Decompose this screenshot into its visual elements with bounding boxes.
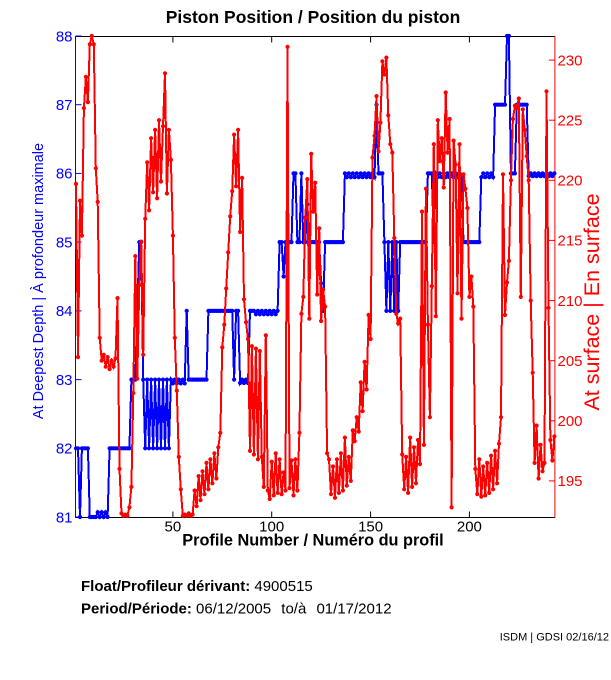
svg-text:Period/Période: 06/12/2005 t: Period/Période: 06/12/2005 to/à 01/17/20… bbox=[81, 601, 392, 618]
svg-text:82: 82 bbox=[56, 441, 73, 458]
svg-text:84: 84 bbox=[56, 303, 73, 320]
svg-text:100: 100 bbox=[259, 519, 284, 536]
svg-text:230: 230 bbox=[558, 52, 583, 69]
svg-text:87: 87 bbox=[56, 97, 73, 114]
svg-text:50: 50 bbox=[165, 519, 182, 536]
svg-text:At surface | En surface: At surface | En surface bbox=[580, 193, 604, 410]
svg-text:200: 200 bbox=[457, 519, 482, 536]
svg-text:At Deepest Depth | À profondeu: At Deepest Depth | À profondeur maximale bbox=[30, 143, 47, 419]
svg-text:83: 83 bbox=[56, 372, 73, 389]
svg-text:Piston Position / Position du: Piston Position / Position du piston bbox=[166, 7, 461, 27]
svg-text:81: 81 bbox=[56, 509, 73, 526]
svg-text:Float/Profileur dérivant: 4900: Float/Profileur dérivant: 4900515 bbox=[81, 578, 313, 595]
svg-text:150: 150 bbox=[358, 519, 383, 536]
svg-text:ISDM | GDSI 02/16/12: ISDM | GDSI 02/16/12 bbox=[500, 632, 609, 644]
svg-text:85: 85 bbox=[56, 234, 73, 251]
svg-text:225: 225 bbox=[558, 113, 583, 130]
svg-text:86: 86 bbox=[56, 166, 73, 183]
svg-text:200: 200 bbox=[558, 413, 583, 430]
svg-text:195: 195 bbox=[558, 473, 583, 490]
svg-text:205: 205 bbox=[558, 353, 583, 370]
svg-text:88: 88 bbox=[56, 28, 73, 45]
svg-text:220: 220 bbox=[558, 173, 583, 190]
svg-text:Profile Number / Numéro du pro: Profile Number / Numéro du profil bbox=[182, 532, 443, 550]
svg-text:215: 215 bbox=[558, 233, 583, 250]
svg-text:210: 210 bbox=[558, 293, 583, 310]
